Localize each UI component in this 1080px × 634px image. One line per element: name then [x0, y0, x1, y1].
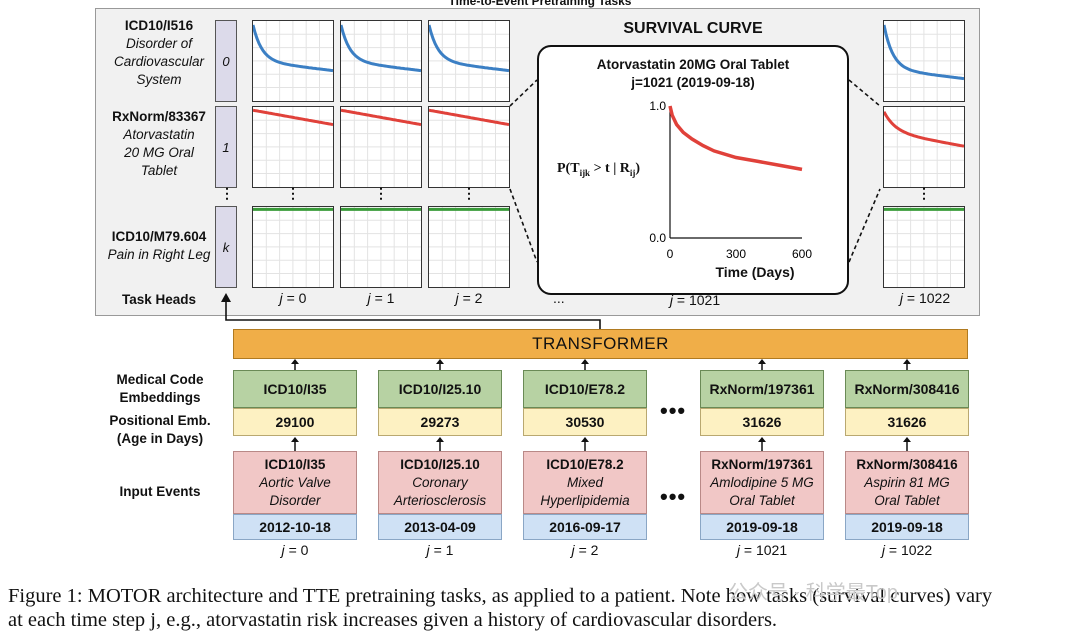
up-arrow [758, 437, 766, 451]
mini-survival-chart [882, 20, 965, 102]
event-date: 2012-10-18 [233, 514, 357, 540]
task-index-box-0: 0 [215, 20, 237, 102]
j-index-label: j = 1022 [881, 542, 933, 558]
mini-survival-chart [883, 206, 965, 288]
event-date: 2013-04-09 [378, 514, 502, 540]
survival-series-line [427, 24, 510, 73]
survival-series-line [882, 111, 965, 148]
positional-embedding: 31626 [700, 408, 824, 436]
mini-survival-chart [252, 206, 334, 288]
input-event: ICD10/E78.2 Mixed Hyperlipidemia [523, 451, 647, 514]
j-label-1: j = 1 [367, 290, 395, 306]
input-event: ICD10/I25.10 Coronary Arteriosclerosis [378, 451, 502, 514]
j-index-label: j = 1 [426, 542, 454, 558]
positional-embedding: 30530 [523, 408, 647, 436]
survival-heading: SURVIVAL CURVE [623, 20, 763, 37]
survival-title: Atorvastatin 20MG Oral Tablet j=1021 (20… [596, 57, 790, 90]
embeddings-label: Medical Code Embeddings [116, 372, 204, 405]
ytick-label: 1.0 [649, 99, 666, 113]
mini-survival-chart [251, 20, 334, 102]
xtick-label: 300 [726, 247, 746, 261]
up-arrow [581, 437, 589, 451]
survival-series-line [251, 24, 334, 73]
survival-series-line [882, 24, 965, 81]
vertical-dots: ⋮ [286, 185, 300, 201]
event-date: 2019-09-18 [845, 514, 969, 540]
j-label-0: j = 0 [279, 290, 307, 306]
survival-series-line [339, 24, 422, 73]
task-label-0: ICD10/I516 Disorder of Cardiovascular Syst… [100, 17, 218, 89]
xtick-label: 600 [792, 247, 812, 261]
up-arrow [291, 437, 299, 451]
j-index-label: j = 2 [571, 542, 599, 558]
mini-survival-chart [340, 106, 422, 188]
horizontal-ellipsis: ••• [660, 398, 687, 423]
survival-series-line [340, 108, 422, 127]
code-embedding: ICD10/I25.10 [378, 370, 502, 408]
j-label-1022: j = 1022 [899, 290, 951, 306]
event-date: 2016-09-17 [523, 514, 647, 540]
code-embedding: ICD10/I35 [233, 370, 357, 408]
survival-chart: 1.0 0.0 0 300 600 [649, 99, 812, 261]
horizontal-ellipsis: ... [553, 290, 565, 306]
mini-survival-chart [339, 20, 422, 102]
code-embedding: ICD10/E78.2 [523, 370, 647, 408]
xtick-label: 0 [667, 247, 674, 261]
mini-survival-chart [882, 106, 965, 188]
task-code: ICD10/M79.604 [111, 229, 207, 244]
task-code: RxNorm/83367 [112, 109, 206, 124]
input-event: RxNorm/197361 Amlodipine 5 MG Oral Table… [700, 451, 824, 514]
mini-survival-chart [428, 106, 510, 188]
code-embedding: RxNorm/308416 [845, 370, 969, 408]
vertical-dots: ⋮ [220, 185, 234, 201]
j-label-2: j = 2 [455, 290, 483, 306]
mini-survival-chart [428, 206, 510, 288]
input-event: ICD10/I35 Aortic Valve Disorder [233, 451, 357, 514]
up-arrow [436, 359, 444, 371]
mini-survival-chart [340, 206, 422, 288]
mini-survival-chart [427, 20, 510, 102]
j-label-1021: j = 1021 [669, 292, 721, 308]
input-events-label: Input Events [119, 484, 201, 499]
up-arrow [436, 437, 444, 451]
panel-title: Time-to-Event Pretraining Tasks [448, 0, 632, 8]
input-event: RxNorm/308416 Aspirin 81 MG Oral Tablet [845, 451, 969, 514]
up-arrow [903, 359, 911, 371]
up-arrow [291, 359, 299, 371]
code-embedding: RxNorm/197361 [700, 370, 824, 408]
survival-ylabel: P(Tijk > t | Rij) [557, 161, 641, 178]
up-arrow [758, 359, 766, 371]
survival-series-line [252, 108, 334, 127]
j-index-label: j = 1021 [736, 542, 788, 558]
event-date: 2019-09-18 [700, 514, 824, 540]
mini-survival-chart [252, 106, 334, 188]
task-label-1: RxNorm/83367 Atorvastatin 20 MG Oral Table… [100, 108, 218, 180]
horizontal-ellipsis: ••• [660, 484, 687, 509]
positional-embedding: 29100 [233, 408, 357, 436]
task-code: ICD10/I516 [124, 18, 194, 33]
vertical-dots: ⋮ [917, 185, 931, 201]
survival-series-line [428, 108, 510, 127]
task-label-k: ICD10/M79.604 Pain in Right Leg [98, 228, 220, 264]
task-index-box-k: k [215, 206, 237, 288]
task-index-box-1: 1 [215, 106, 237, 188]
positional-label: Positional Emb. (Age in Days) [109, 413, 211, 446]
positional-embedding: 29273 [378, 408, 502, 436]
survival-series-line [668, 105, 803, 172]
ytick-label: 0.0 [649, 231, 666, 245]
vertical-dots: ⋮ [374, 185, 388, 201]
up-arrow [581, 359, 589, 371]
positional-embedding: 31626 [845, 408, 969, 436]
up-arrow [903, 437, 911, 451]
transformer-block: TRANSFORMER [233, 329, 968, 359]
vertical-dots: ⋮ [462, 185, 476, 201]
figure-caption: Figure 1: MOTOR architecture and TTE pre… [8, 585, 993, 631]
j-index-label: j = 0 [281, 542, 309, 558]
task-heads-label: Task Heads [121, 292, 197, 307]
survival-xlabel: Time (Days) [715, 264, 795, 280]
watermark: 公众号 · 科学最Top [728, 582, 899, 604]
